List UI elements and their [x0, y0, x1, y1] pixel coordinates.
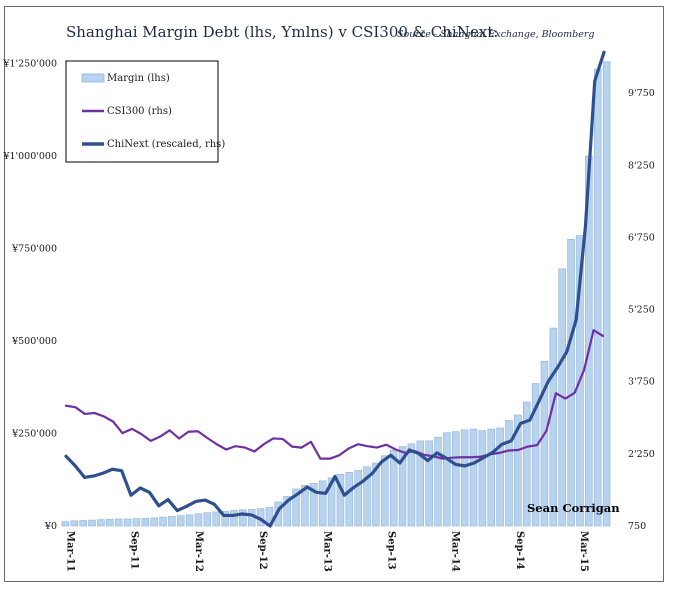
- csi300-line: [64, 329, 605, 460]
- margin-bar: [168, 516, 176, 527]
- margin-bar: [345, 472, 354, 527]
- right-tick-label: 9'750: [628, 88, 655, 99]
- chart-title: Shanghai Margin Debt (lhs, Ymlns) v CSI3…: [66, 23, 498, 41]
- left-tick-label: ¥0: [44, 521, 57, 532]
- left-tick-label: ¥750'000: [11, 244, 57, 255]
- margin-bar: [336, 473, 345, 527]
- margin-bar: [363, 466, 371, 527]
- margin-bar: [177, 515, 185, 527]
- margin-bar: [239, 509, 247, 527]
- left-tick-label: ¥1'250'000: [2, 59, 57, 70]
- margin-bar: [469, 428, 478, 527]
- margin-bar: [185, 514, 194, 527]
- x-tick-label: Sep-12: [257, 531, 268, 570]
- margin-bar: [106, 519, 114, 527]
- chinext-line: [64, 50, 606, 528]
- margin-bar: [301, 484, 309, 527]
- margin-bar: [327, 477, 336, 527]
- x-axis-ticks: Mar-11 Sep-11 Mar-12 Sep-12 Mar-13 Sep-13 Mar-…: [65, 531, 590, 572]
- x-tick-label: Mar-14: [450, 531, 461, 572]
- margin-bar: [372, 462, 380, 527]
- right-tick-label: 3'750: [628, 377, 655, 388]
- margin-bar: [451, 431, 460, 527]
- margin-bar: [522, 401, 531, 527]
- margin-bar: [212, 511, 220, 527]
- margin-bar: [230, 510, 238, 527]
- margin-bar: [97, 519, 105, 527]
- margin-bar: [593, 68, 602, 527]
- margin-bar: [292, 488, 300, 527]
- right-tick-label: 2'250: [628, 449, 655, 460]
- margin-bar: [70, 520, 79, 527]
- margin-bar: [398, 446, 407, 527]
- margin-bar: [496, 427, 504, 527]
- x-tick-label: Sep-14: [514, 531, 525, 570]
- right-tick-label: 8'250: [628, 160, 655, 171]
- x-tick-label: Mar-13: [321, 531, 332, 572]
- legend-label-margin: Margin (lhs): [107, 73, 170, 84]
- right-tick-label: 6'750: [628, 232, 655, 243]
- margin-bar: [434, 436, 442, 527]
- margin-bar: [460, 429, 469, 527]
- x-tick-label: Sep-13: [386, 531, 397, 570]
- right-tick-label: 5'250: [628, 305, 655, 316]
- margin-bar: [310, 483, 318, 527]
- margin-bar: [602, 61, 611, 527]
- x-tick-label: Mar-15: [578, 531, 589, 572]
- margin-bar: [567, 238, 575, 527]
- margin-bar: [150, 517, 158, 527]
- margin-bar: [531, 383, 540, 527]
- margin-bar: [416, 440, 425, 527]
- margin-bar: [514, 414, 522, 527]
- margin-bar: [203, 512, 212, 527]
- margin-bar: [505, 420, 513, 527]
- left-tick-label: ¥500'000: [11, 336, 57, 347]
- margin-bar: [487, 428, 495, 527]
- legend-swatch-margin: [81, 73, 105, 83]
- x-tick-label: Sep-11: [129, 531, 140, 570]
- margin-bar: [283, 496, 291, 527]
- margin-bar: [114, 518, 123, 527]
- chart-subtitle: Source - Shanghai Exchange, Bloomberg: [397, 29, 594, 40]
- margin-bar: [123, 518, 132, 527]
- legend-label-chinext: ChiNext (rescaled, rhs): [107, 139, 225, 150]
- author-annotation: Sean Corrigan: [527, 501, 620, 515]
- right-axis-ticks: 750 2'250 3'750 5'250 6'750 8'250 9'750: [628, 88, 655, 532]
- margin-bar: [354, 470, 362, 527]
- margin-bar: [318, 480, 327, 527]
- margin-bar: [79, 520, 87, 527]
- margin-bar: [443, 432, 451, 527]
- margin-bar: [194, 513, 203, 527]
- x-tick-label: Mar-12: [193, 531, 204, 572]
- margin-bar: [540, 361, 549, 527]
- margin-bar: [381, 455, 389, 527]
- margin-bar: [549, 327, 558, 527]
- legend-label-csi300: CSI300 (rhs): [107, 106, 172, 117]
- margin-bar: [141, 517, 150, 527]
- left-tick-label: ¥250'000: [11, 429, 57, 440]
- margin-bar: [221, 510, 229, 527]
- margin-bar: [425, 440, 433, 527]
- margin-bar: [88, 519, 96, 527]
- left-tick-label: ¥1'000'000: [2, 151, 57, 162]
- margin-bar: [389, 449, 398, 527]
- right-tick-label: 750: [628, 521, 646, 532]
- left-axis-ticks: ¥0 ¥250'000 ¥500'000 ¥750'000 ¥1'000'000 ¥1'2…: [2, 59, 57, 533]
- legend: Margin (lhs) CSI300 (rhs) ChiNext (resca…: [65, 60, 225, 163]
- index-lines: [64, 50, 606, 528]
- margin-bar: [61, 521, 70, 527]
- margin-bar: [132, 518, 141, 527]
- margin-bar: [478, 430, 487, 527]
- margin-bar: [407, 443, 416, 527]
- x-tick-label: Mar-11: [65, 531, 76, 572]
- margin-bar: [159, 516, 167, 527]
